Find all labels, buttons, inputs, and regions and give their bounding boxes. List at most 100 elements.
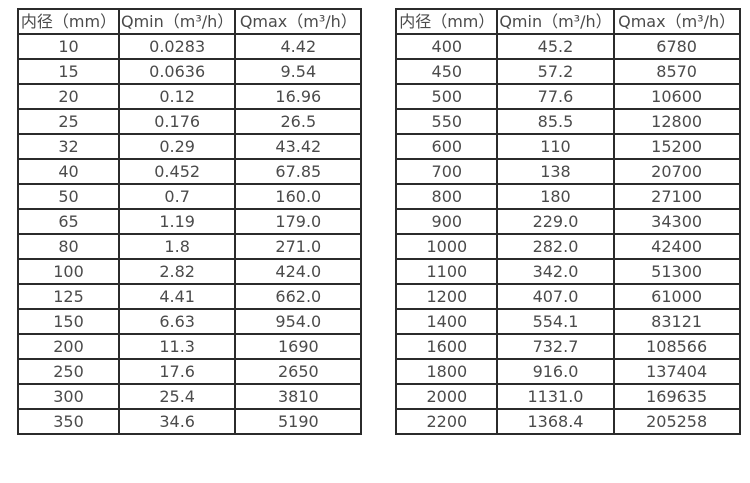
table-cell: 65: [17, 208, 120, 235]
table-cell: 1400: [395, 308, 499, 335]
table-cell: 0.29: [117, 133, 237, 160]
table-cell: 169635: [612, 383, 741, 410]
table-cell: 50: [17, 183, 120, 210]
table-cell: 407.0: [496, 283, 615, 310]
table-cell: 300: [17, 383, 120, 410]
table-cell: 700: [395, 158, 499, 185]
table-row: 300 25.4 3810: [17, 383, 363, 410]
table-header: 内径（mm） Qmin（m³/h） Qmax（m³/h）: [395, 8, 741, 35]
table-cell: 1800: [395, 358, 499, 385]
table-cell: 57.2: [496, 58, 615, 85]
table-cell: 67.85: [234, 158, 363, 185]
table-cell: 4.42: [234, 33, 363, 60]
table-row: 40 0.452 67.85: [17, 158, 363, 185]
table-cell: 11.3: [117, 333, 237, 360]
table-row: 250 17.6 2650: [17, 358, 363, 385]
table-row: 50 0.7 160.0: [17, 183, 363, 210]
table-cell: 1690: [234, 333, 363, 360]
column-header-diameter: 内径（mm）: [395, 8, 499, 35]
table-row: 125 4.41 662.0: [17, 283, 363, 310]
table-cell: 3810: [234, 383, 363, 410]
table-cell: 110: [496, 133, 615, 160]
table-row: 900 229.0 34300: [395, 208, 741, 235]
table-cell: 42400: [612, 233, 741, 260]
table-row: 800 180 27100: [395, 183, 741, 210]
table-cell: 45.2: [496, 33, 615, 60]
table-cell: 34300: [612, 208, 741, 235]
table-cell: 0.0636: [117, 58, 237, 85]
table-cell: 43.42: [234, 133, 363, 160]
table-cell: 25.4: [117, 383, 237, 410]
table-row: 80 1.8 271.0: [17, 233, 363, 260]
table-cell: 1000: [395, 233, 499, 260]
table-cell: 25: [17, 108, 120, 135]
table-cell: 179.0: [234, 208, 363, 235]
table-row: 350 34.6 5190: [17, 408, 363, 435]
table-cell: 40: [17, 158, 120, 185]
table-row: 550 85.5 12800: [395, 108, 741, 135]
column-header-qmax: Qmax（m³/h）: [234, 8, 363, 35]
table-cell: 6.63: [117, 308, 237, 335]
table-cell: 916.0: [496, 358, 615, 385]
table-row: 400 45.2 6780: [395, 33, 741, 60]
table-row: 1600 732.7 108566: [395, 333, 741, 360]
table-cell: 8570: [612, 58, 741, 85]
table-cell: 1.19: [117, 208, 237, 235]
table-cell: 0.452: [117, 158, 237, 185]
table-row: 600 110 15200: [395, 133, 741, 160]
table-cell: 12800: [612, 108, 741, 135]
table-cell: 500: [395, 83, 499, 110]
table-cell: 800: [395, 183, 499, 210]
table-cell: 2.82: [117, 258, 237, 285]
table-row: 500 77.6 10600: [395, 83, 741, 110]
table-cell: 9.54: [234, 58, 363, 85]
column-header-qmin: Qmin（m³/h）: [496, 8, 615, 35]
header-row: 内径（mm） Qmin（m³/h） Qmax（m³/h）: [17, 8, 363, 35]
table-cell: 138: [496, 158, 615, 185]
table-cell: 0.12: [117, 83, 237, 110]
table-cell: 450: [395, 58, 499, 85]
table-cell: 954.0: [234, 308, 363, 335]
table-cell: 26.5: [234, 108, 363, 135]
header-row: 内径（mm） Qmin（m³/h） Qmax（m³/h）: [395, 8, 741, 35]
table-row: 10 0.0283 4.42: [17, 33, 363, 60]
table-row: 1000 282.0 42400: [395, 233, 741, 260]
table-row: 65 1.19 179.0: [17, 208, 363, 235]
table-cell: 1100: [395, 258, 499, 285]
table-cell: 51300: [612, 258, 741, 285]
table-cell: 4.41: [117, 283, 237, 310]
table-cell: 27100: [612, 183, 741, 210]
table-cell: 1.8: [117, 233, 237, 260]
table-row: 1400 554.1 83121: [395, 308, 741, 335]
table-cell: 1600: [395, 333, 499, 360]
table-row: 700 138 20700: [395, 158, 741, 185]
table-row: 32 0.29 43.42: [17, 133, 363, 160]
table-cell: 10600: [612, 83, 741, 110]
table-cell: 77.6: [496, 83, 615, 110]
table-row: 450 57.2 8570: [395, 58, 741, 85]
table-cell: 180: [496, 183, 615, 210]
table-cell: 662.0: [234, 283, 363, 310]
table-cell: 1368.4: [496, 408, 615, 435]
table-cell: 1131.0: [496, 383, 615, 410]
table-cell: 282.0: [496, 233, 615, 260]
table-body: 400 45.2 6780 450 57.2 8570 500 77.6 10600 550 85.…: [395, 33, 741, 435]
table-cell: 125: [17, 283, 120, 310]
table-cell: 10: [17, 33, 120, 60]
table-cell: 1200: [395, 283, 499, 310]
table-cell: 61000: [612, 283, 741, 310]
table-cell: 205258: [612, 408, 741, 435]
table-cell: 229.0: [496, 208, 615, 235]
table-body: 10 0.0283 4.42 15 0.0636 9.54 20 0.12 16.96 25 0.1…: [17, 33, 363, 435]
table-row: 2000 1131.0 169635: [395, 383, 741, 410]
table-row: 25 0.176 26.5: [17, 108, 363, 135]
flow-spec-table-large-diameters: 内径（mm） Qmin（m³/h） Qmax（m³/h） 400 45.2 6780…: [395, 8, 741, 435]
table-cell: 15200: [612, 133, 741, 160]
column-header-diameter: 内径（mm）: [17, 8, 120, 35]
table-row: 2200 1368.4 205258: [395, 408, 741, 435]
table-cell: 100: [17, 258, 120, 285]
table-cell: 20700: [612, 158, 741, 185]
table-row: 150 6.63 954.0: [17, 308, 363, 335]
flow-spec-table-small-diameters: 内径（mm） Qmin（m³/h） Qmax（m³/h） 10 0.0283 4.4…: [17, 8, 363, 435]
table-cell: 15: [17, 58, 120, 85]
